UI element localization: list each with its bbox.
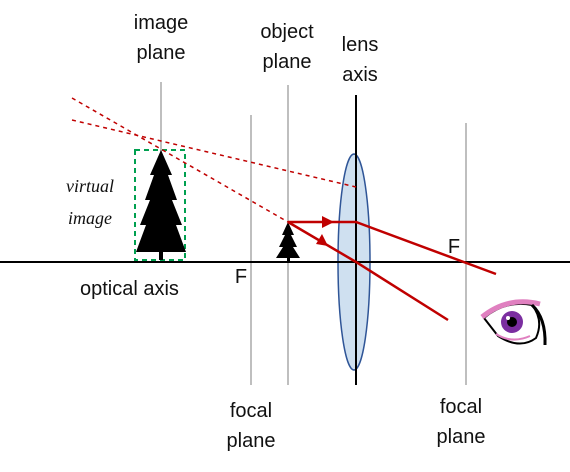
virtual-image-label: virtual image [58, 170, 122, 234]
object-plane-label-line-2: plane [262, 51, 312, 73]
focal-plane-right-label-line-1: focal [439, 396, 483, 418]
virtual-ray-1 [71, 97, 289, 223]
lens-axis-label-line-2: axis [342, 64, 378, 86]
focal-plane-right-label-line-2: plane [436, 426, 486, 448]
ray-center [287, 220, 449, 322]
focal-plane-left-label-line-2: plane [226, 430, 276, 452]
tree-object [276, 222, 300, 262]
ray-arrow-1 [322, 216, 334, 228]
object-plane-label-line-1: object [260, 21, 314, 43]
focal-plane-left-label: focal plane [218, 396, 284, 456]
virtual-image-label-line-2: image [68, 208, 112, 228]
optical-axis-label: optical axis [80, 278, 179, 300]
image-plane-label: image plane [120, 8, 202, 68]
ray-arrow-2 [316, 234, 328, 246]
ray-parallel [288, 220, 497, 276]
virtual-ray-2 [71, 119, 357, 188]
focal-point-right-label: F [447, 236, 461, 258]
focal-plane-right-label: focal plane [428, 392, 494, 452]
image-plane-label-line-2: plane [136, 42, 186, 64]
focal-point-left-label: F [234, 266, 248, 288]
eye-icon [480, 299, 547, 346]
tree-virtual-image [136, 150, 186, 260]
object-plane-label: object plane [244, 17, 330, 77]
image-plane-label-line-1: image [133, 12, 189, 34]
virtual-image-label-line-1: virtual [66, 176, 114, 196]
lens-axis-label: lens axis [334, 30, 386, 90]
lens-axis-label-line-1: lens [341, 34, 379, 56]
focal-plane-left-label-line-1: focal [229, 400, 273, 422]
